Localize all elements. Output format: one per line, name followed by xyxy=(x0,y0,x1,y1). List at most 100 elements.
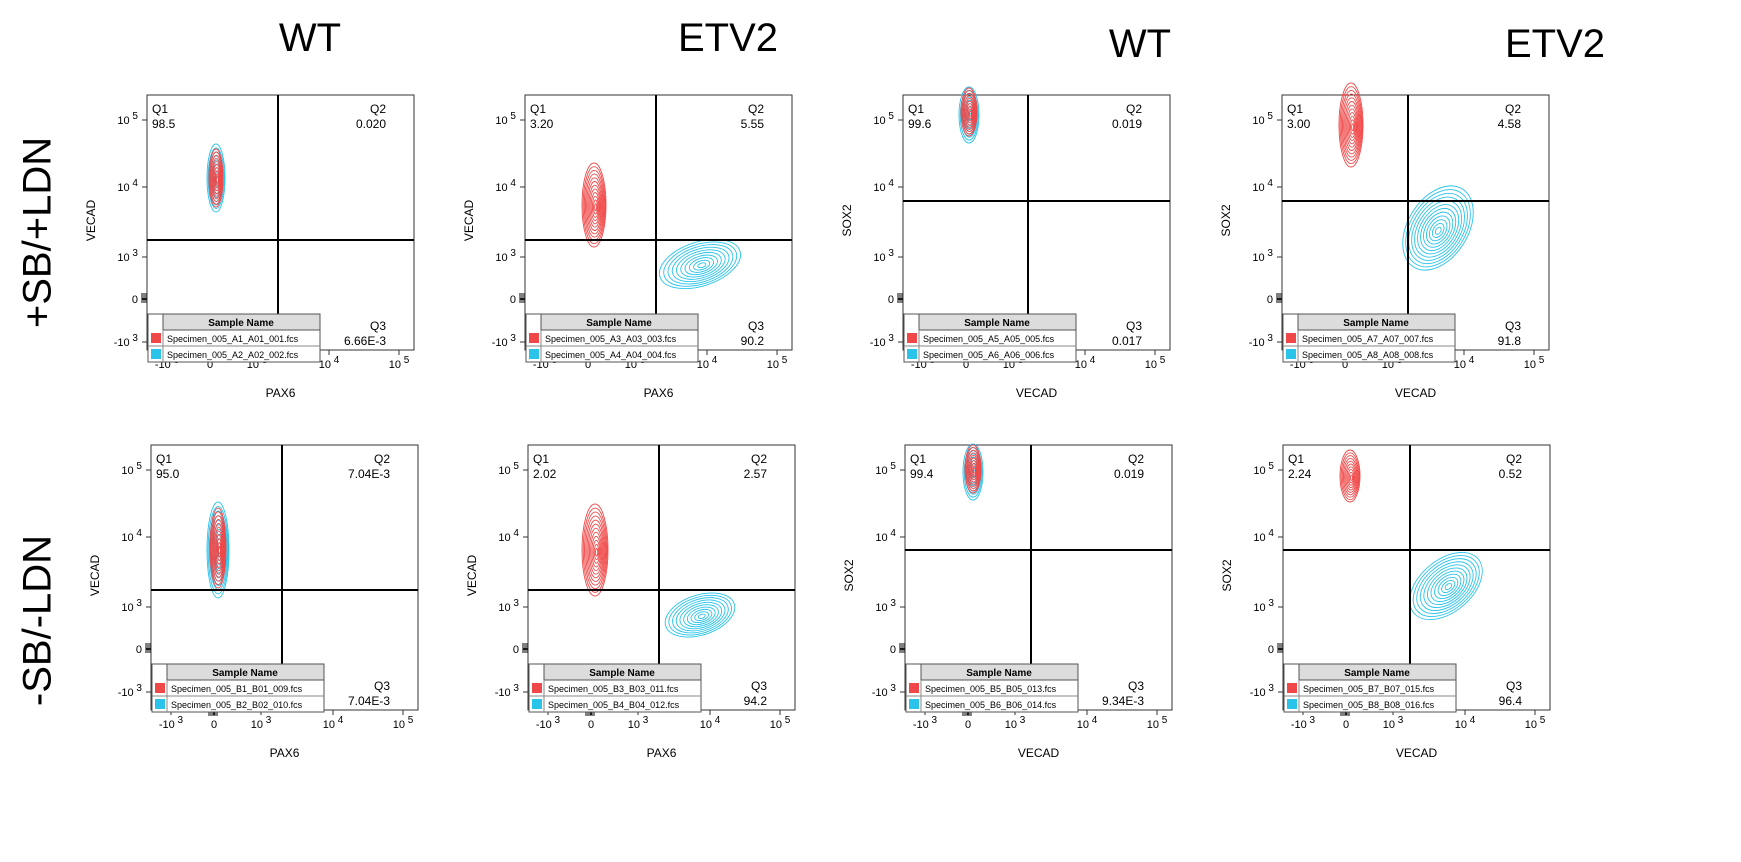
quadrant-q2-label: Q2 xyxy=(751,452,767,466)
x-tick-label: 10 4 xyxy=(1077,715,1098,731)
contour-ring xyxy=(1441,579,1456,594)
x-tick-label: 0 xyxy=(963,359,969,371)
cyan-population-contour xyxy=(659,238,741,290)
contour-ring xyxy=(206,143,226,213)
sample-legend: Sample Name Specimen_005_B1_B01_009.fcs Sp… xyxy=(151,663,325,713)
quadrant-q3-value: 91.8 xyxy=(1498,334,1522,348)
legend-header-bg xyxy=(162,313,321,331)
quadrant-q3-label: Q3 xyxy=(1128,679,1144,693)
y-tick-label: 10 4 xyxy=(117,178,138,194)
contour-ring xyxy=(581,503,609,597)
y-tick-label: 10 5 xyxy=(498,461,519,477)
contour-ring xyxy=(966,449,981,490)
sample-legend: Sample Name Specimen_005_B5_B05_013.fcs Sp… xyxy=(905,663,1079,713)
y-tick-label: 0 xyxy=(1268,644,1274,656)
y-axis-label: SOX2 xyxy=(1219,204,1233,236)
quadrant-q1-label: Q1 xyxy=(533,452,549,466)
contour-ring xyxy=(209,151,223,205)
x-tick-label: 10 5 xyxy=(1147,715,1168,731)
quadrant-q1-value: 99.6 xyxy=(908,117,932,131)
x-axis-label: PAX6 xyxy=(270,746,300,760)
legend-header-bg xyxy=(1297,313,1456,331)
contour-ring xyxy=(667,244,734,285)
quadrant-q3-label: Q3 xyxy=(748,319,764,333)
y-tick-label: 10 4 xyxy=(498,528,519,544)
legend-swatch-cyan xyxy=(907,349,917,359)
quadrant-q3-value: 90.2 xyxy=(741,334,765,348)
quadrant-q3-label: Q3 xyxy=(370,319,386,333)
contour-ring xyxy=(590,531,602,572)
y-tick-label: -10 3 xyxy=(118,683,143,699)
x-axis-label: PAX6 xyxy=(644,386,674,400)
legend-entry-red: Specimen_005_B1_B01_009.fcs xyxy=(171,684,303,694)
legend-header: Sample Name xyxy=(966,668,1032,679)
x-tick-label: 0 xyxy=(1343,719,1349,731)
contour-ring xyxy=(694,611,710,622)
quadrant-q3-label: Q3 xyxy=(1505,319,1521,333)
y-tick-label: 10 4 xyxy=(873,178,894,194)
y-axis-label: SOX2 xyxy=(842,559,856,591)
y-tick-label: 10 4 xyxy=(495,178,516,194)
legend-entry-cyan: Specimen_005_A4_A04_004.fcs xyxy=(545,350,677,360)
quadrant-q3-value: 94.2 xyxy=(744,694,768,708)
contour-ring xyxy=(1419,561,1474,612)
contour-ring xyxy=(960,87,978,137)
legend-swatch-cyan xyxy=(1286,349,1296,359)
y-tick-label: 10 3 xyxy=(1253,598,1274,614)
x-tick-label: -10 3 xyxy=(536,715,561,731)
contour-ring xyxy=(588,184,602,228)
contour-ring xyxy=(207,147,225,209)
contour-ring xyxy=(1411,196,1465,261)
legend-swatch-red xyxy=(1286,333,1296,343)
contour-ring xyxy=(1431,223,1445,238)
x-tick-label: 10 4 xyxy=(700,715,721,731)
contour-ring xyxy=(962,443,984,501)
legend-entry-cyan: Specimen_005_B2_B02_010.fcs xyxy=(171,700,303,710)
y-tick-label: 0 xyxy=(513,644,519,656)
quadrant-q1-label: Q1 xyxy=(530,102,546,116)
contour-ring xyxy=(582,507,608,593)
contour-ring xyxy=(1338,82,1364,168)
y-tick-label: 10 5 xyxy=(873,111,894,127)
contour-ring xyxy=(686,606,716,626)
contour-ring xyxy=(1343,97,1361,155)
legend-swatch-red xyxy=(909,683,919,693)
y-tick-label: 10 3 xyxy=(495,248,516,264)
x-tick-label: 10 3 xyxy=(251,715,272,731)
contour-ring xyxy=(212,519,225,579)
legend-entry-cyan: Specimen_005_B6_B06_014.fcs xyxy=(925,700,1057,710)
legend-entry-red: Specimen_005_B5_B05_013.fcs xyxy=(925,684,1057,694)
contour-ring xyxy=(1434,573,1462,600)
contour-ring xyxy=(218,545,221,555)
red-population-contour xyxy=(1338,82,1364,168)
x-tick-label: 10 3 xyxy=(628,715,649,731)
contour-ring xyxy=(668,594,732,636)
sample-legend: Sample Name Specimen_005_A5_A05_005.fcs Sp… xyxy=(903,313,1077,363)
contour-ring xyxy=(207,506,229,595)
legend-header: Sample Name xyxy=(589,668,655,679)
y-tick-label: -10 3 xyxy=(870,333,895,349)
contour-ring xyxy=(958,86,980,144)
contour-ring xyxy=(1341,455,1359,498)
quadrant-q2-value: 0.019 xyxy=(1112,117,1142,131)
contour-ring xyxy=(584,511,607,590)
plot-frame xyxy=(146,94,415,351)
x-tick-label: 10 5 xyxy=(1525,715,1546,731)
y-tick-label: 10 5 xyxy=(1253,461,1274,477)
cyan-population-contour xyxy=(664,592,736,638)
contour-ring xyxy=(586,177,604,235)
y-axis-label: SOX2 xyxy=(840,204,854,236)
contour-ring xyxy=(211,515,226,582)
contour-ring xyxy=(208,148,224,208)
x-tick-label: 10 4 xyxy=(1455,715,1476,731)
contour-ring xyxy=(967,452,980,487)
contour-ring xyxy=(214,530,223,568)
quadrant-q3-label: Q3 xyxy=(1126,319,1142,333)
x-tick-label: 10 3 xyxy=(1383,715,1404,731)
contour-ring xyxy=(965,447,981,492)
x-tick-label: 0 xyxy=(588,719,594,731)
y-tick-label: -10 3 xyxy=(1249,333,1274,349)
quadrant-q2-label: Q2 xyxy=(748,102,764,116)
